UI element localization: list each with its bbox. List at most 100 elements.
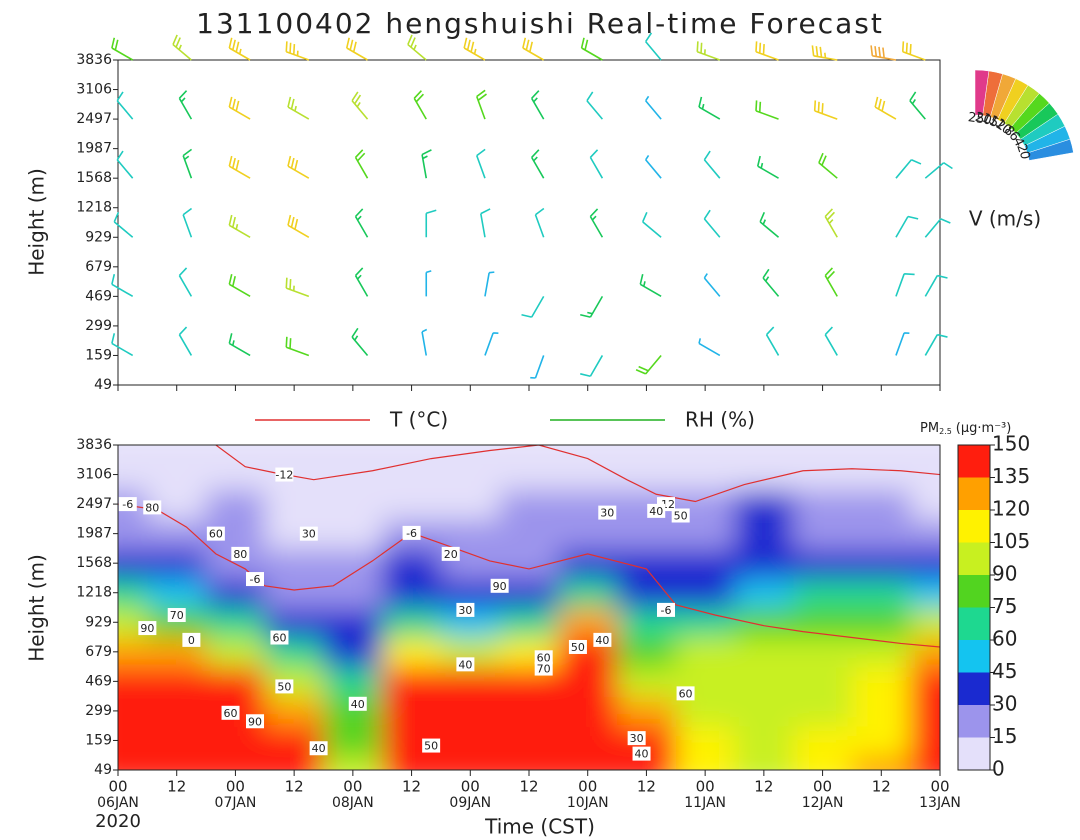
pm25-cell [558,577,619,609]
wind-barb [345,37,368,61]
pm25-cell [147,548,208,579]
pm25-cell [118,725,149,757]
contour-label: 30 [302,528,316,541]
pm25-cell [440,518,501,550]
pm25-cell [675,459,736,491]
contour-label-box [221,705,240,720]
wind-barb [756,155,779,179]
contour-label-box [676,686,695,701]
legend-label: T (°C) [389,408,448,432]
pm25-cell [323,637,384,668]
pm25-cell [734,666,795,698]
x-tick-label: 12 [754,778,773,796]
speed-legend-label: 15 [980,111,1001,131]
x-tick-label: 00 [930,778,949,796]
wind-barb [645,95,662,120]
contour-label: 40 [351,698,365,711]
y-tick-label: 3106 [76,82,112,98]
contour-label: 30 [600,507,614,520]
contour-label: 80 [145,501,159,514]
contour-label-box [657,602,675,617]
wind-barb [111,333,134,357]
pm25-cell [851,755,912,770]
wind-barb [924,162,953,179]
pm25-cell [910,548,940,579]
pm25-cell [734,445,795,461]
pm25-cell [382,489,442,520]
pm25-cell [323,577,384,609]
pm25-cell [734,577,795,609]
contour-label-box [534,661,553,676]
pm25-cell [382,459,442,491]
wind-barb [425,209,437,238]
y-tick-label: 49 [94,377,112,393]
contour-label: -12 [275,469,293,482]
contour-label-box [246,714,264,729]
contour-label-box [118,497,137,512]
speed-legend-wedge [989,73,1017,121]
pm25-cell [118,637,149,668]
contour-label: 70 [537,663,551,676]
pm25-cell [264,459,325,491]
wind-barb [354,149,369,179]
pm25-cell [734,696,795,727]
pm25-cell [793,518,853,550]
contour-label: 50 [674,510,688,523]
pm25-cell [617,637,677,668]
wind-barb [639,274,662,298]
pm25-cell [793,548,853,579]
pm25-cell [382,445,442,461]
colorbar-bin [958,542,990,575]
pm25-cell [323,666,384,698]
pm25-cell [617,666,677,698]
y-tick-label: 929 [85,614,112,630]
wind-barb [703,150,721,179]
wind-barb [924,218,951,238]
wind-barb [530,355,545,379]
contour-label-box [182,632,201,647]
pm25-cell [323,607,384,639]
wind-barb [645,154,662,179]
colorbar-label: 135 [992,464,1030,488]
wind-barb [589,208,604,238]
pm25-cell [118,666,149,698]
pm25-cell [147,755,208,770]
pm25-cell [617,518,677,550]
y-tick-label: 2497 [76,496,112,512]
pm25-cell [910,489,940,520]
pm25-cell [851,518,912,550]
y-tick-label: 159 [85,347,112,363]
pm25-cell [851,577,912,609]
pm25-cell [323,489,384,520]
pm25-cell [734,548,795,579]
wind-barb [354,208,369,238]
x-tick-label: 12 [637,778,656,796]
wind-barb [421,328,428,356]
pm25-cell [558,755,619,770]
contour-label: 40 [635,748,649,761]
pm25-cell [558,696,619,727]
wind-barb [645,32,662,61]
pm25-cell [910,459,940,491]
pm25-cell [206,666,266,698]
pm25-cell [147,577,208,609]
pm25-field [118,445,940,770]
contour-label: 90 [140,622,154,635]
contour-label-box [167,608,186,623]
y-tick-label: 1218 [76,200,112,216]
wind-barb [580,37,603,61]
wind-barb [755,41,779,61]
colorbar-label: 15 [992,724,1017,748]
pm25-cell [734,725,795,757]
wind-barb [172,34,192,61]
pm25-cell [675,548,736,579]
x-tick-label: 00 [578,778,597,796]
y-tick-label: 3836 [76,52,112,68]
pm25-cell [910,755,940,770]
date-label: 12JAN [802,795,844,811]
pm25-cell [118,577,149,609]
wind-barb [824,208,838,238]
wind-barb [530,90,545,120]
speed-legend-label: 0 [1016,150,1032,161]
